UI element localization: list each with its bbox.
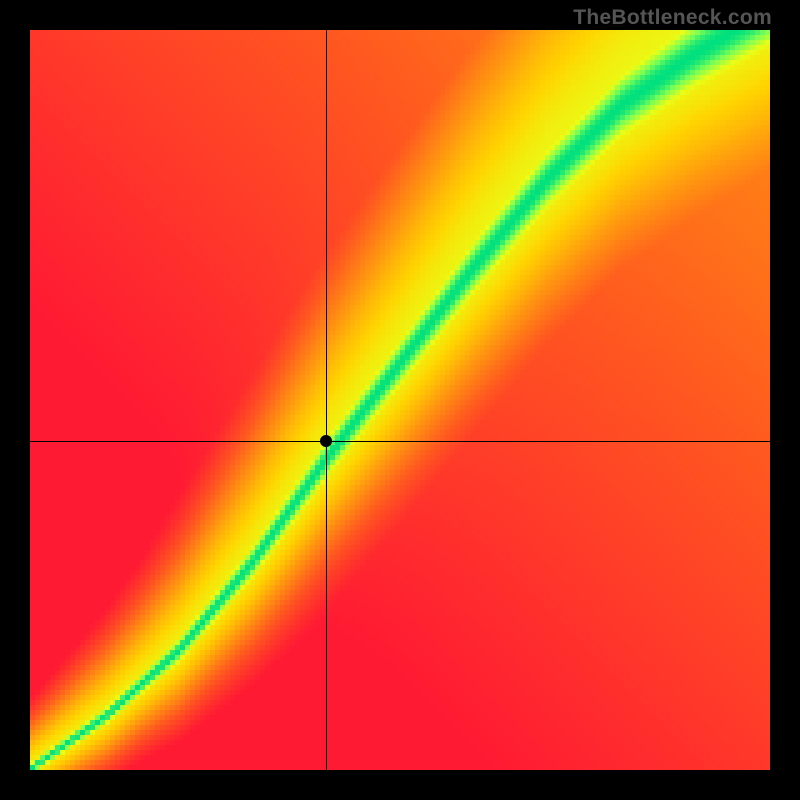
marker-dot xyxy=(320,435,332,447)
crosshair-vertical xyxy=(326,30,327,770)
crosshair-horizontal xyxy=(30,441,770,442)
attribution-text: TheBottleneck.com xyxy=(573,6,772,30)
plot-area xyxy=(30,30,770,770)
chart-container: TheBottleneck.com xyxy=(0,0,800,800)
heatmap-canvas xyxy=(30,30,770,770)
